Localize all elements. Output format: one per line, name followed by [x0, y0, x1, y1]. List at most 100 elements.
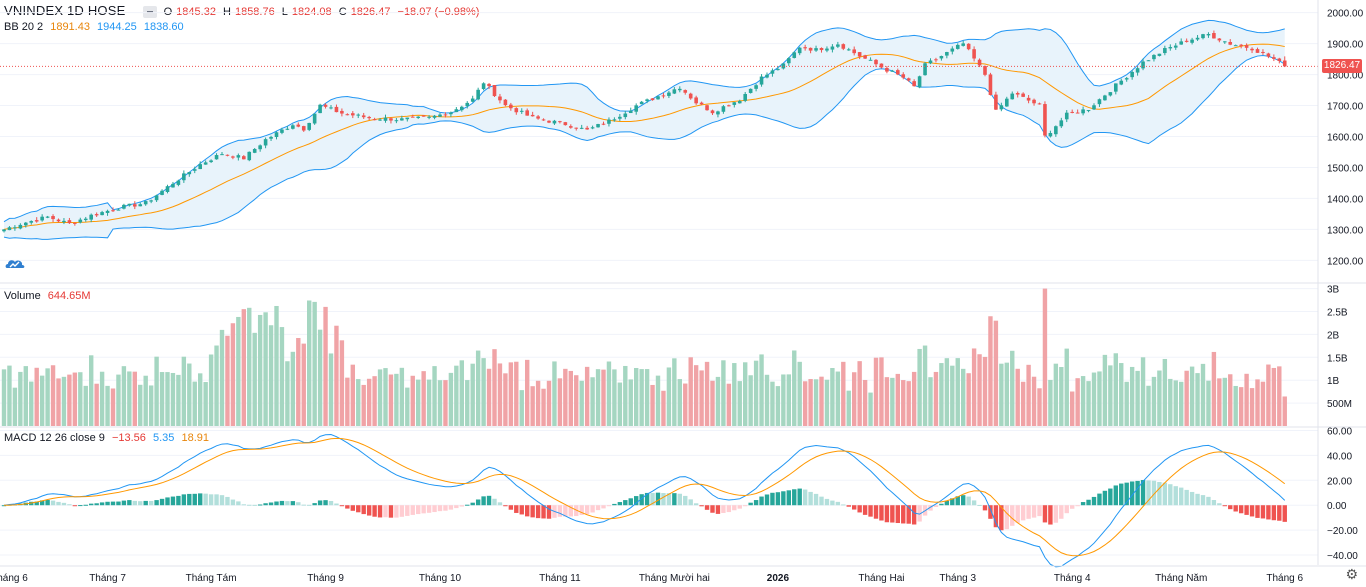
macd-histogram-bar: [514, 505, 519, 513]
symbol-legend: VNINDEX 1D HOSE O 1845.32 H 1858.76 L 1824.…: [4, 3, 483, 19]
tradingview-logo-icon: [5, 260, 25, 268]
candle-body: [7, 227, 12, 231]
macd-histogram-bar: [813, 493, 819, 506]
last-price-tag: 1826.47: [1322, 59, 1362, 74]
candle-body: [618, 116, 622, 119]
macd-histogram-bar: [933, 505, 939, 507]
macd-histogram-bar: [159, 498, 165, 506]
macd-histogram-bar: [699, 505, 704, 507]
volume-bar: [61, 376, 67, 426]
candle-body: [1108, 92, 1113, 96]
volume-bar: [819, 376, 824, 426]
volume-bar: [552, 361, 557, 426]
volume-bar: [410, 375, 415, 426]
candle-body: [361, 115, 366, 118]
volume-bar: [176, 374, 181, 426]
candle-body: [78, 219, 83, 223]
macd-histogram-bar: [1168, 484, 1173, 506]
volume-bar: [601, 369, 606, 426]
candle-body: [427, 116, 431, 118]
candle-body: [558, 121, 562, 123]
volume-bar: [868, 392, 873, 426]
macd-histogram-bar: [1037, 505, 1042, 517]
macd-histogram-bar: [508, 505, 514, 510]
macd-histogram-bar: [835, 501, 841, 506]
macd-histogram-bar: [465, 504, 470, 506]
candle-body: [721, 106, 726, 112]
macd-histogram-bar: [121, 500, 127, 506]
price-axis-tick: 1800.00: [1327, 71, 1364, 82]
macd-histogram-bar: [399, 505, 405, 517]
macd-histogram-bar: [268, 502, 274, 506]
macd-legend[interactable]: MACD 12 26 close 9 −13.56 5.35 18.91: [4, 432, 213, 444]
candle-body: [737, 101, 742, 104]
macd-line-value: 5.35: [152, 432, 175, 444]
volume-bar: [372, 376, 377, 426]
macd-axis-tick: 60.00: [1327, 426, 1352, 437]
candle-body: [247, 151, 252, 161]
candle-body: [307, 122, 311, 130]
volume-bar: [830, 368, 835, 426]
macd-histogram-bar: [1146, 480, 1151, 506]
candle-body: [45, 216, 50, 218]
volume-bar: [138, 384, 143, 426]
candle-body: [732, 102, 737, 105]
settings-gear-icon[interactable]: ⚙: [1345, 566, 1358, 582]
macd-histogram-bar: [906, 505, 911, 524]
volume-bar: [922, 345, 928, 426]
candle-body: [857, 52, 862, 57]
macd-histogram-bar: [366, 505, 372, 516]
macd-histogram-bar: [214, 494, 219, 506]
candle-body: [1130, 71, 1134, 78]
volume-bar: [781, 374, 786, 426]
macd-histogram-bar: [873, 505, 879, 519]
bb-legend[interactable]: BB 20 2 1891.43 1944.25 1838.60: [4, 21, 188, 33]
macd-histogram-bar: [693, 503, 699, 506]
macd-histogram-bar: [961, 495, 966, 506]
volume-bar: [1168, 378, 1173, 426]
macd-histogram-bar: [1042, 505, 1048, 523]
macd-histogram-bar: [116, 501, 121, 506]
volume-axis-tick: 2.5B: [1327, 307, 1348, 318]
volume-axis-tick: 3B: [1327, 285, 1340, 296]
candle-body: [83, 218, 88, 221]
collapse-legend-icon[interactable]: [142, 6, 157, 19]
volume-bar: [328, 353, 334, 426]
macd-histogram-bar: [377, 505, 383, 518]
candle-body: [1184, 40, 1189, 42]
volume-bar: [1037, 388, 1042, 426]
macd-histogram-bar: [525, 505, 530, 517]
candle-body: [1239, 44, 1243, 46]
macd-histogram-bar: [1080, 502, 1086, 506]
macd-histogram-bar: [650, 492, 655, 506]
macd-histogram-bar: [775, 492, 781, 506]
volume-bar: [285, 361, 290, 426]
candle-body: [1201, 34, 1205, 39]
candle-body: [111, 210, 115, 212]
symbol-title[interactable]: VNINDEX 1D HOSE: [4, 3, 126, 18]
time-axis-tick: Tháng Tám: [186, 573, 237, 584]
macd-histogram-bar: [890, 505, 895, 523]
volume-bar: [775, 386, 781, 426]
candle-body: [912, 81, 916, 87]
candle-body: [296, 124, 301, 127]
candle-body: [62, 220, 66, 223]
volume-bar: [148, 385, 154, 426]
candle-body: [94, 214, 99, 216]
volume-bar: [105, 385, 110, 426]
volume-bar: [1004, 362, 1009, 426]
candle-body: [432, 115, 437, 118]
macd-histogram-bar: [677, 493, 682, 506]
volume-bar: [1080, 376, 1086, 426]
candle-body: [252, 148, 257, 153]
volume-bar: [835, 371, 841, 426]
macd-histogram-bar: [328, 500, 334, 506]
volume-legend[interactable]: Volume 644.65M: [4, 290, 95, 302]
candle-body: [574, 127, 579, 129]
macd-histogram-bar: [770, 492, 775, 506]
candle-body: [770, 70, 775, 74]
macd-histogram-bar: [372, 505, 377, 517]
volume-bar: [50, 365, 56, 426]
macd-histogram-bar: [1004, 505, 1009, 530]
